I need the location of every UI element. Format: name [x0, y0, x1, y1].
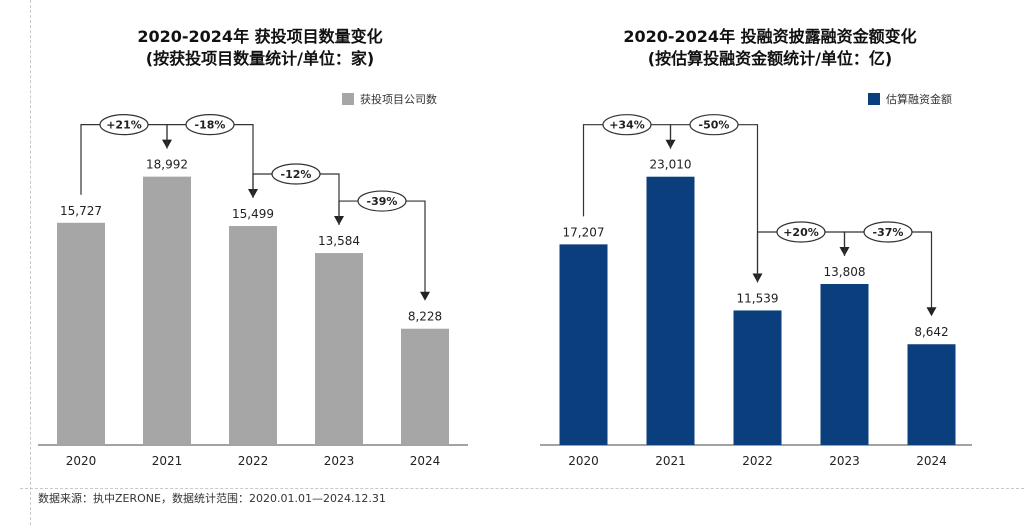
left-chart-legend: 获投项目公司数 [342, 91, 437, 107]
right-chart-title: 2020-2024年 投融资披露融资金额变化 [623, 27, 917, 46]
x-tick-2022: 2022 [742, 454, 773, 468]
x-tick-2023: 2023 [324, 454, 355, 468]
value-label-2023: 13,584 [318, 234, 360, 248]
change-label-3: -39% [367, 195, 398, 208]
bar-2024 [401, 328, 449, 445]
left-legend-swatch [342, 93, 354, 105]
change-badge-1 [185, 114, 235, 136]
change-label-0: +21% [106, 119, 142, 132]
x-tick-2021: 2021 [655, 454, 686, 468]
value-label-2022: 11,539 [737, 291, 779, 305]
value-label-2021: 23,010 [650, 158, 692, 172]
change-label-1: -18% [195, 119, 226, 132]
value-label-2023: 13,808 [824, 265, 866, 279]
bar-2020 [559, 244, 608, 445]
bar-2023 [315, 253, 363, 445]
change-label-1: -50% [699, 119, 730, 132]
change-label-0: +34% [609, 119, 645, 132]
dashed-guide-horizontal [20, 488, 1024, 489]
value-label-2021: 18,992 [146, 158, 188, 172]
x-tick-2020: 2020 [568, 454, 599, 468]
right-chart-title-block: 2020-2024年 投融资披露融资金额变化 (按估算投融资金额统计/单位：亿) [540, 26, 1000, 70]
right-chart-subtitle: (按估算投融资金额统计/单位：亿) [647, 49, 893, 68]
change-label-3: -37% [873, 226, 904, 239]
change-arrowhead-3 [926, 307, 937, 317]
change-badge-1 [689, 114, 739, 136]
change-badge-0 [602, 114, 652, 136]
value-label-2024: 8,642 [914, 325, 948, 339]
right-chart-legend: 估算融资金额 [868, 91, 952, 107]
change-badge-2 [271, 163, 321, 185]
value-label-2022: 15,499 [232, 207, 274, 221]
bar-2022 [733, 310, 782, 445]
change-badge-3 [863, 221, 913, 243]
change-badge-0 [99, 114, 149, 136]
value-label-2020: 15,727 [60, 204, 102, 218]
change-label-2: +20% [783, 226, 819, 239]
x-tick-2020: 2020 [66, 454, 97, 468]
bar-2023 [820, 283, 869, 445]
change-badge-2 [776, 221, 826, 243]
bar-2022 [229, 225, 277, 445]
x-tick-2024: 2024 [916, 454, 947, 468]
x-tick-2021: 2021 [152, 454, 183, 468]
left-chart-title-block: 2020-2024年 获投项目数量变化 (按获投项目数量统计/单位：家) [40, 26, 480, 70]
x-tick-2024: 2024 [410, 454, 441, 468]
value-label-2020: 17,207 [563, 225, 605, 239]
value-label-2024: 8,228 [408, 310, 442, 324]
x-tick-2023: 2023 [829, 454, 860, 468]
left-chart-subtitle: (按获投项目数量统计/单位：家) [145, 49, 375, 68]
change-label-2: -12% [281, 168, 312, 181]
x-tick-2022: 2022 [238, 454, 269, 468]
dashed-guide-vertical [30, 0, 31, 525]
source-note: 数据来源：执中ZERONE，数据统计范围：2020.01.01—2024.12.… [38, 492, 386, 505]
right-legend-label: 估算融资金额 [886, 93, 952, 106]
change-arrowhead-3 [420, 291, 430, 301]
left-legend-label: 获投项目公司数 [360, 93, 437, 106]
bar-2021 [143, 176, 191, 445]
left-chart-title: 2020-2024年 获投项目数量变化 [137, 27, 383, 46]
bar-2024 [907, 344, 956, 445]
bar-2021 [646, 176, 695, 445]
change-badge-3 [357, 190, 407, 212]
right-legend-swatch [868, 93, 880, 105]
bar-2020 [57, 222, 105, 445]
